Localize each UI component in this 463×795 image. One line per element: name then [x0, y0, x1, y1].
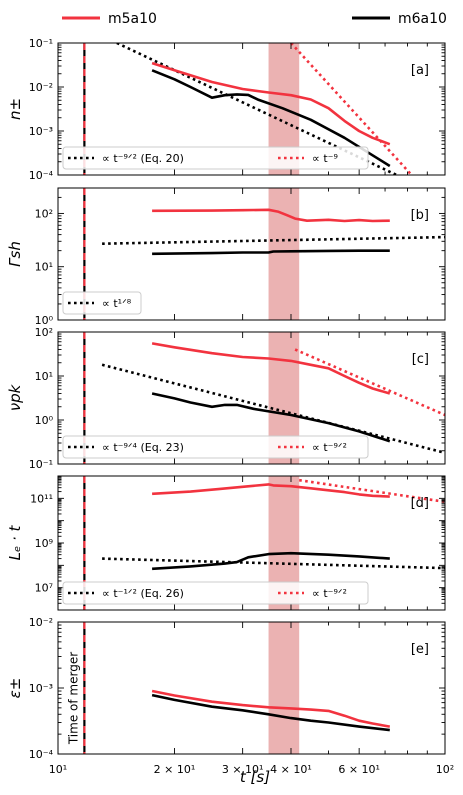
y-tick-label: 10⁻² [29, 81, 53, 94]
y-tick-label: 10⁻³ [29, 125, 53, 138]
y-tick-label: 10¹ [35, 370, 53, 383]
series-line-m6a10 [151, 392, 391, 443]
y-axis-label: n± [6, 98, 24, 120]
inner-legend-frame [62, 435, 369, 459]
y-axis-label: Γsh [6, 241, 24, 267]
inner-legend-label: ∝ t⁻⁹ᐟ⁴ (Eq. 23) [102, 441, 184, 454]
axes-frame [57, 187, 446, 321]
inner-legend-frame [62, 291, 142, 315]
reference-line-1 [299, 478, 445, 504]
y-axis-label: νpk [6, 383, 24, 411]
inner-legend-label: ∝ t⁻⁹ [312, 152, 338, 165]
x-axis-label: t [s] [240, 768, 270, 786]
y-tick-label: 10⁻¹ [29, 37, 53, 50]
series-line-m5a10 [152, 483, 390, 498]
panel-c: 10⁻¹ 10⁰ 10¹ 10² νpk [c] ∝ t⁻⁹ᐟ⁴ (Eq. 23) ∝ t⁻⁹… [6, 326, 446, 471]
series-line-m5a10 [151, 61, 391, 146]
highlight-band [268, 188, 300, 320]
panel-tag: [e] [411, 642, 429, 657]
x-tick-label: 10² [436, 763, 454, 776]
panel-a: 10⁻⁴ 10⁻³ 10⁻² 10⁻¹ n± [a] ∝ t⁻⁹ᐟ² (Eq. 20) ∝ t… [6, 37, 446, 182]
y-tick-label: 10⁹ [35, 537, 53, 550]
y-tick-label: 10² [35, 207, 53, 220]
top-legend: m5a10 m6a10 [62, 11, 447, 27]
highlight-band [268, 622, 300, 754]
axes-frame [57, 621, 446, 755]
inner-legend-label: ∝ t⁻⁹ᐟ² [312, 441, 347, 454]
plot-area [151, 689, 391, 732]
y-tick-label: 10⁻³ [29, 682, 53, 695]
series-line-m5a10 [152, 208, 390, 223]
panel-tag: [b] [411, 208, 429, 223]
y-tick-label: 10⁻⁴ [29, 748, 54, 761]
y-tick-label: 10² [35, 326, 53, 339]
y-tick-label: 10⁻¹ [29, 458, 53, 471]
x-tick-label: 4 × 10¹ [270, 763, 312, 776]
x-tick-label: 2 × 10¹ [154, 763, 196, 776]
series-line-m6a10 [151, 693, 390, 732]
series-line-m6a10 [152, 249, 390, 256]
plot-area [116, 43, 413, 175]
legend-label-m5a10: m5a10 [108, 11, 157, 27]
series-line-m6a10 [151, 69, 391, 168]
inner-legend-label: ∝ t⁻⁹ᐟ² (Eq. 20) [102, 152, 184, 165]
x-tick-label: 6 × 10¹ [338, 763, 380, 776]
y-tick-label: 10¹ [35, 261, 53, 274]
inner-legend-frame [62, 146, 369, 170]
panel-e: 10⁻⁴ 10⁻³ 10⁻² ε± [e] Time of merger 10¹ 2 × 10… [6, 616, 454, 776]
panel-tag: [c] [412, 352, 429, 367]
plot-area [102, 478, 445, 571]
inner-legend-frame [62, 581, 369, 605]
panel-d: 10⁷ 10⁹ 10¹¹ Lₑ · t [d] ∝ t⁻¹ᐟ² (Eq. 26) ∝ t⁻⁹… [6, 475, 446, 611]
plot-area [101, 342, 445, 455]
y-axis-label: ε± [6, 678, 24, 699]
y-tick-label: 10⁰ [35, 314, 54, 327]
panels: 10⁻⁴ 10⁻³ 10⁻² 10⁻¹ n± [a] ∝ t⁻⁹ᐟ² (Eq. 20) ∝ t… [6, 37, 454, 776]
merger-label: Time of merger [66, 652, 80, 745]
series-line-m6a10 [152, 551, 390, 571]
reference-line-0 [101, 363, 445, 455]
panel-b: 10⁰ 10¹ 10² Γsh [b] ∝ t¹ᐟ⁸ [6, 187, 446, 327]
axes-frame [57, 42, 446, 176]
inner-legend-label: ∝ t⁻¹ᐟ² (Eq. 26) [102, 587, 184, 600]
panel-tag: [d] [411, 496, 429, 511]
y-axis-label: Lₑ · t [6, 524, 24, 560]
y-tick-label: 10¹¹ [30, 492, 53, 505]
y-tick-label: 10⁻² [29, 616, 53, 629]
series-line-m5a10 [151, 342, 391, 395]
y-tick-label: 10⁰ [35, 414, 54, 427]
inner-legend-label: ∝ t¹ᐟ⁸ [102, 297, 132, 310]
inner-legend-label: ∝ t⁻⁹ᐟ² [312, 587, 347, 600]
plot-area [102, 208, 445, 256]
series-line-m5a10 [151, 689, 391, 728]
axes-frame [57, 331, 446, 465]
legend-label-m6a10: m6a10 [398, 11, 447, 27]
y-tick-label: 10⁷ [35, 582, 53, 595]
panel-tag: [a] [411, 63, 429, 78]
x-tick-label: 10¹ [49, 763, 67, 776]
x-tick-label: 3 × 10¹ [222, 763, 264, 776]
y-tick-label: 10⁻⁴ [29, 169, 54, 182]
